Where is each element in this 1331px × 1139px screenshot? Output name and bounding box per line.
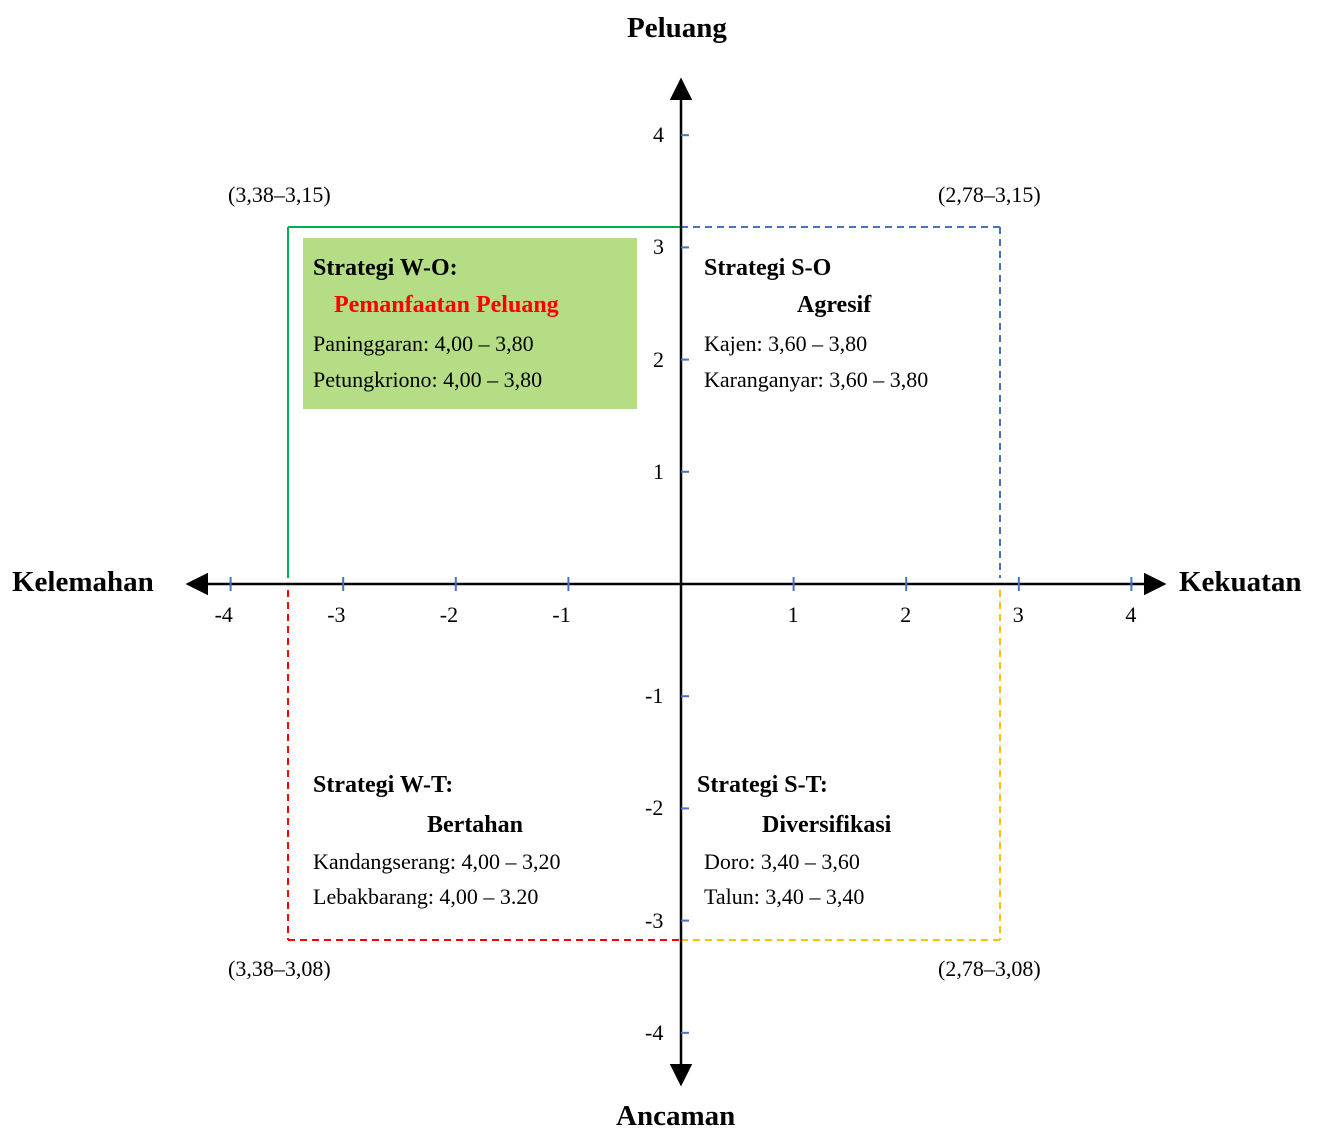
wo-title: Strategi W-O: (313, 255, 458, 281)
st-item: Talun: 3,40 – 3,40 (704, 884, 865, 909)
axis-label-right: Kekuatan (1179, 566, 1302, 598)
corner-top-right: (2,78–3,15) (938, 182, 1041, 207)
st-title: Strategi S-T: (697, 772, 828, 798)
x-tick-label: 3 (1012, 602, 1024, 627)
x-tick-label: -3 (327, 602, 346, 627)
corner-bottom-right: (2,78–3,08) (938, 956, 1041, 981)
axis-label-left: Kelemahan (12, 566, 154, 598)
x-tick-label: -1 (552, 602, 571, 627)
y-tick-label: 2 (653, 346, 664, 372)
wt-item: Kandangserang: 4,00 – 3,20 (313, 849, 561, 874)
corner-top-left: (3,38–3,15) (228, 182, 331, 207)
y-tick-label: 4 (653, 122, 664, 148)
axis-ticks (229, 134, 1133, 1034)
x-tick-label: -2 (439, 602, 459, 627)
x-tick-label: 2 (900, 602, 912, 627)
st-subtitle: Diversifikasi (762, 812, 892, 838)
x-tick-label: 1 (787, 602, 799, 627)
y-tick-label: 1 (653, 458, 664, 484)
x-tick-label: -4 (214, 602, 233, 627)
st-item: Doro: 3,40 – 3,60 (704, 849, 860, 874)
wo-item: Petungkriono: 4,00 – 3,80 (313, 367, 543, 392)
y-tick-label: -2 (645, 795, 664, 821)
wt-item: Lebakbarang: 4,00 – 3.20 (313, 884, 539, 909)
y-tick-label: 3 (653, 234, 664, 260)
so-title: Strategi S-O (704, 255, 832, 281)
wo-subtitle: Pemanfaatan Peluang (334, 292, 559, 318)
x-tick-label: 4 (1125, 602, 1137, 627)
so-item: Karanganyar: 3,60 – 3,80 (704, 367, 929, 392)
y-tick-label: -4 (645, 1019, 664, 1045)
corner-bottom-left: (3,38–3,08) (228, 956, 331, 981)
quadrant-boundaries (287, 226, 1001, 941)
so-item: Kajen: 3,60 – 3,80 (704, 331, 868, 356)
wt-title: Strategi W-T: (313, 772, 454, 798)
axis-label-bottom: Ancaman (616, 1100, 736, 1132)
so-subtitle: Agresif (797, 292, 872, 318)
y-tick-label: -1 (645, 683, 664, 709)
wt-subtitle: Bertahan (427, 812, 523, 838)
axis-label-top: Peluang (627, 12, 727, 44)
wo-highlight-box (303, 238, 637, 409)
wo-item: Paninggaran: 4,00 – 3,80 (313, 331, 534, 356)
y-tick-label: -3 (645, 907, 664, 933)
